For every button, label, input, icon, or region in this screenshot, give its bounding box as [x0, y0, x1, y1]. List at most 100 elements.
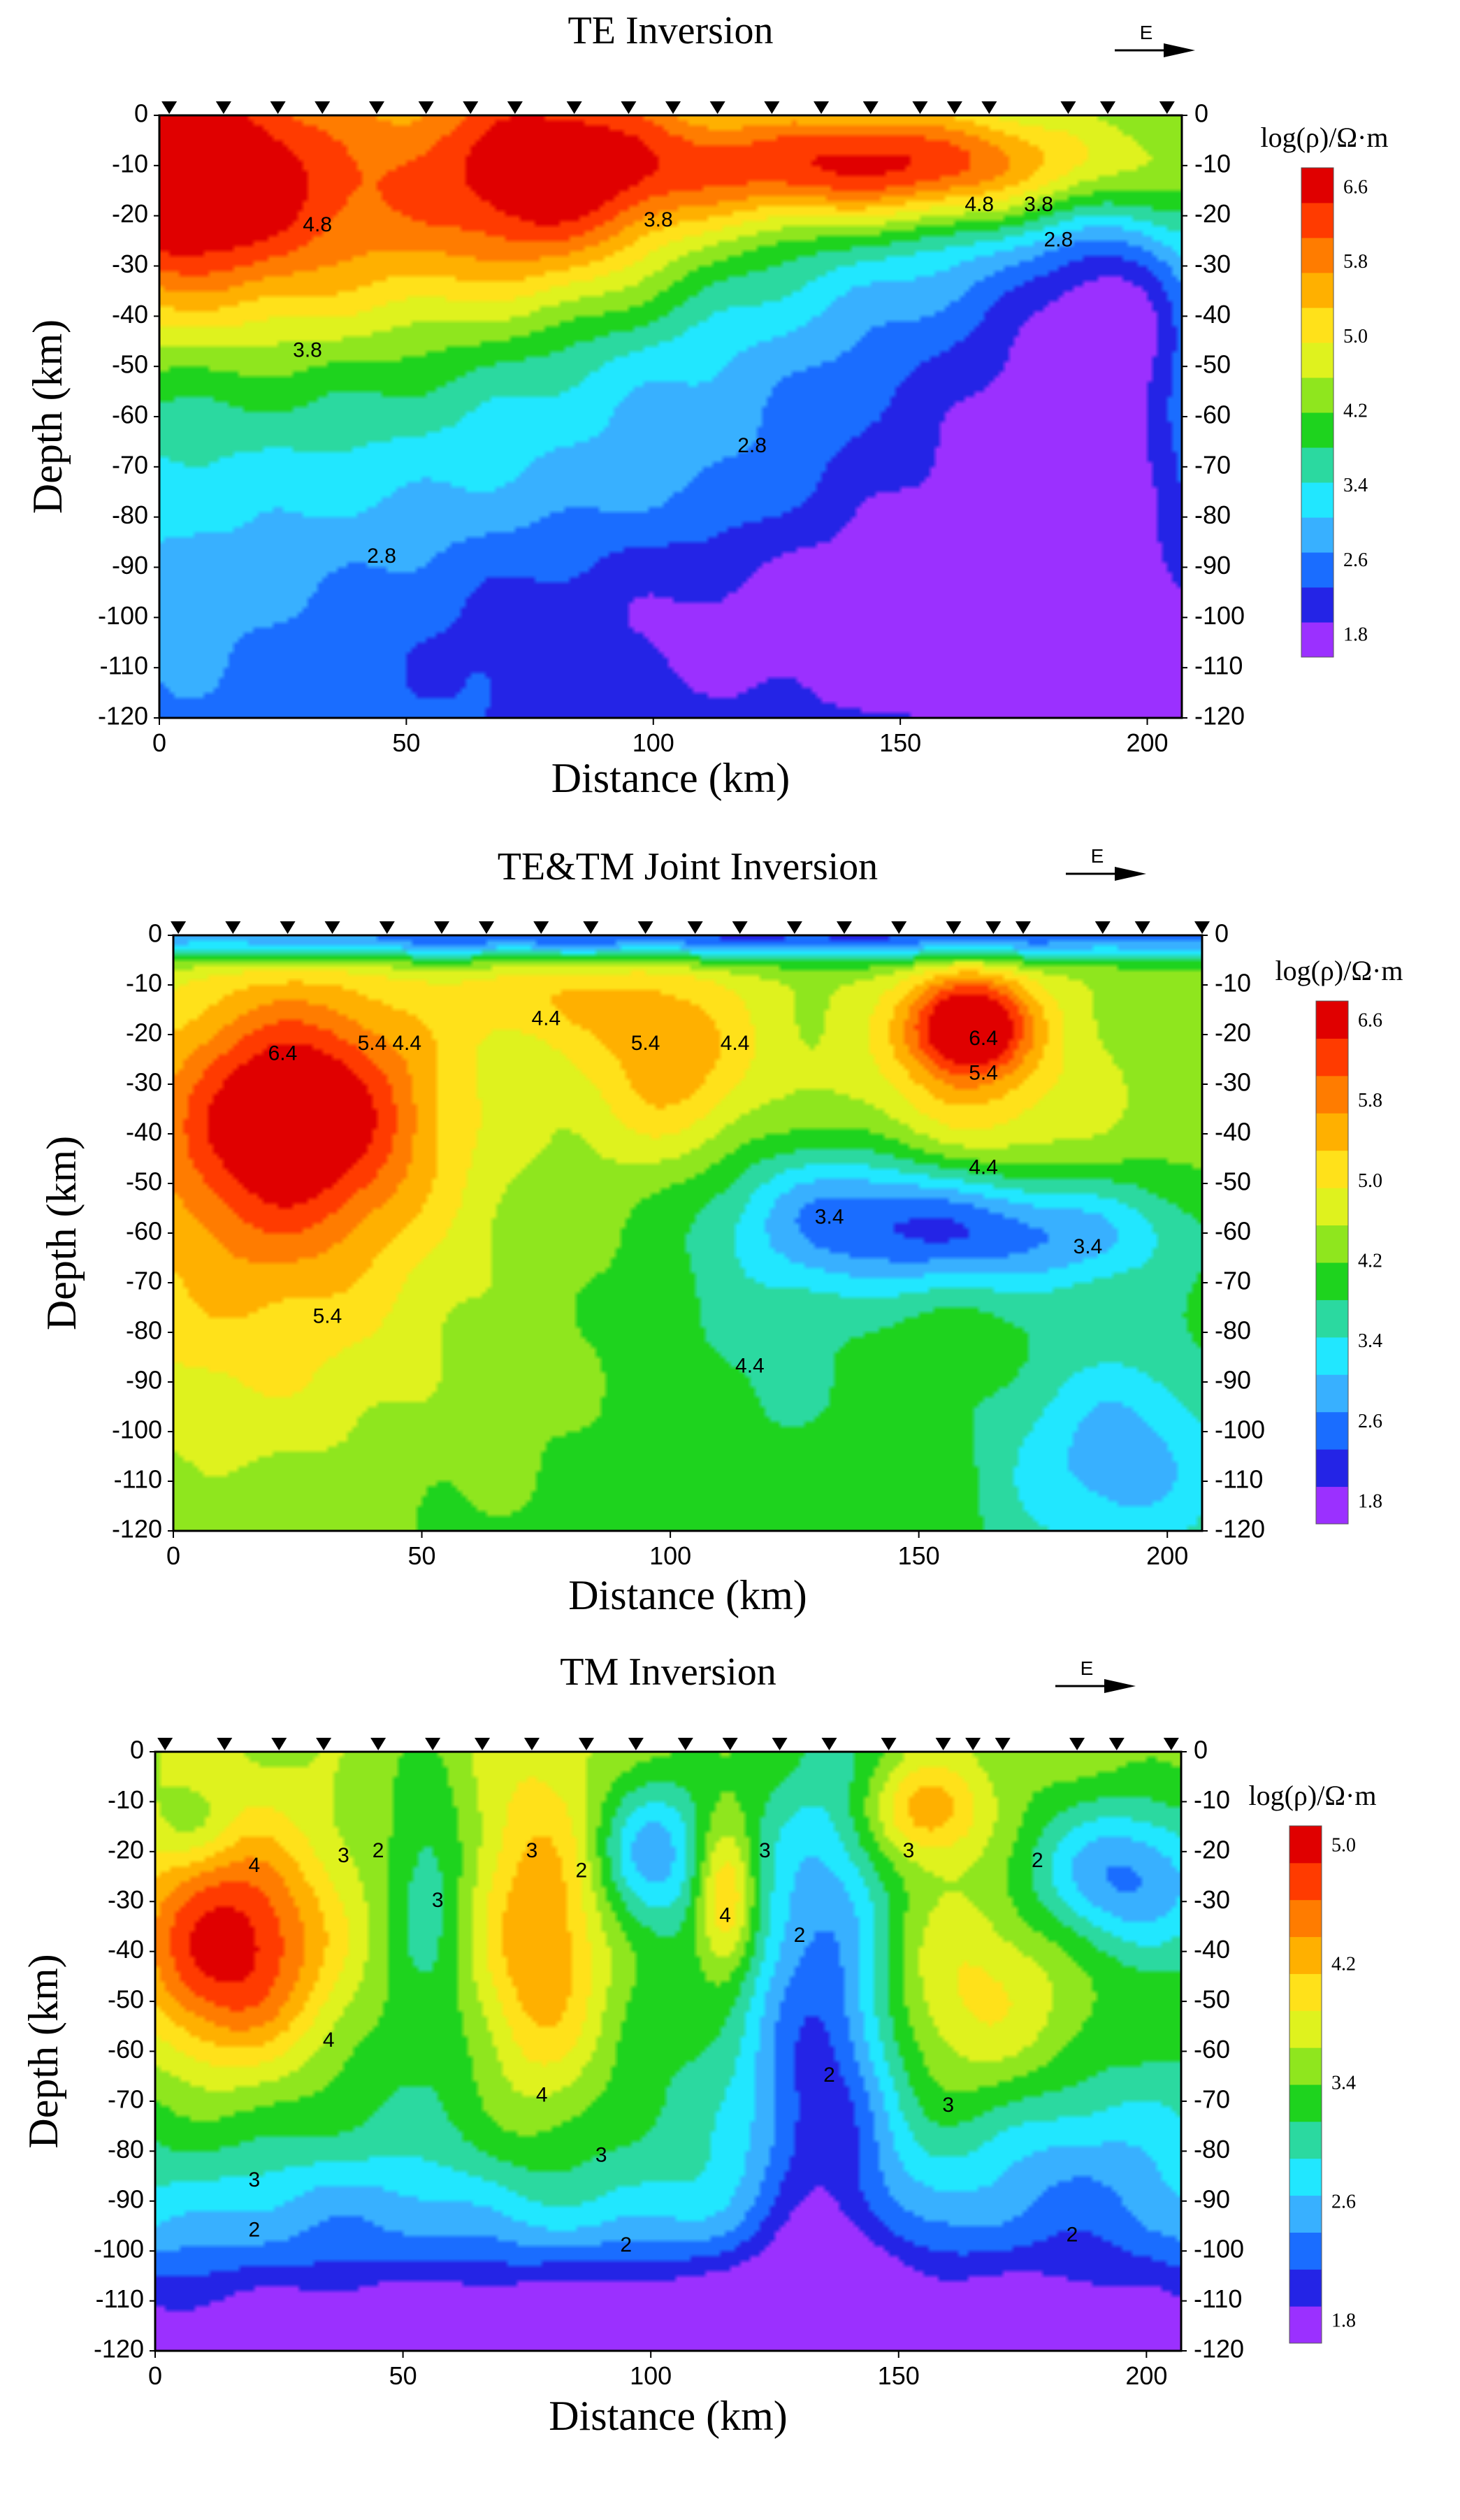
x-tick-label: 200 [1125, 2361, 1167, 2390]
y-tick-label: -60 [112, 401, 148, 429]
station-marker [225, 921, 241, 934]
colorbar-frame [1301, 167, 1334, 658]
colorbar-swatch [1316, 1188, 1348, 1226]
colorbar-swatch [1289, 1862, 1322, 1901]
colorbar-tick-label: 5.0 [1343, 326, 1368, 347]
station-marker [578, 1738, 594, 1750]
contour-label: 2 [1032, 1849, 1043, 1872]
y-tick-label-right: -10 [1194, 1785, 1230, 1814]
y-tick-label: -120 [98, 702, 148, 730]
y-tick-label-right: -30 [1215, 1068, 1251, 1097]
colorbar-swatch [1289, 2047, 1322, 2085]
colorbar: log(ρ)/Ω·m 6.6 5.8 5.0 4.2 3.4 2.6 1.8 [1261, 122, 1389, 658]
colorbar-swatch [1301, 308, 1333, 343]
contour-label: 5.4 [969, 1062, 998, 1085]
station-marker [946, 921, 962, 934]
y-tick-label-right: -90 [1194, 2184, 1230, 2213]
colorbar-swatch [1301, 447, 1333, 483]
station-marker [732, 921, 748, 934]
y-tick-label-right: -90 [1194, 551, 1231, 579]
y-tick-label-right: 0 [1194, 1736, 1208, 1764]
contour-label: 5.4 [631, 1032, 660, 1055]
y-tick-label: -30 [126, 1068, 162, 1097]
contour-label: 2 [248, 2219, 260, 2242]
colorbar: log(ρ)/Ω·m 6.6 5.8 5.0 4.2 3.4 2.6 1.8 [1275, 955, 1403, 1525]
station-marker [891, 921, 907, 934]
station-marker [946, 101, 962, 114]
station-marker [709, 101, 725, 114]
x-tick-label: 150 [878, 2361, 920, 2390]
station-marker [965, 1738, 981, 1750]
colorbar-swatch [1316, 1411, 1348, 1450]
x-tick-label: 100 [630, 2361, 672, 2390]
station-marker [566, 101, 582, 114]
y-tick-label: -30 [112, 250, 148, 278]
y-tick-label: -60 [126, 1217, 162, 1246]
direction-label: E [1080, 1657, 1094, 1679]
x-tick-label: 0 [166, 1541, 180, 1570]
y-tick-label-right: -80 [1194, 501, 1231, 529]
colorbar-tick-label: 4.2 [1343, 400, 1368, 422]
direction-arrow: E [1115, 22, 1195, 57]
station-marker [912, 101, 928, 114]
contour-label: 4 [248, 1854, 260, 1877]
colorbar-swatch [1301, 482, 1333, 518]
contour-label: 2.8 [737, 434, 767, 457]
station-marker [217, 1738, 233, 1750]
colorbar-swatch [1289, 2085, 1322, 2122]
y-tick-label: -110 [100, 651, 148, 680]
y-tick-label-right: -50 [1215, 1167, 1251, 1196]
contour-label: 4 [719, 1904, 731, 1927]
colorbar-swatch [1316, 1075, 1348, 1114]
y-tick-label: -30 [108, 1885, 144, 1914]
y-tick-label: -60 [108, 2035, 144, 2064]
y-tick-label-right: -50 [1194, 1985, 1230, 2014]
colorbar-swatch [1289, 1826, 1322, 1864]
contour-label: 4.4 [392, 1032, 421, 1055]
y-tick-label-right: -120 [1194, 702, 1245, 730]
contour-label: 3.8 [644, 208, 673, 231]
x-tick-label: 200 [1146, 1541, 1188, 1570]
y-tick-label: -80 [126, 1316, 162, 1345]
contour-label: 4.4 [721, 1032, 750, 1055]
contour-label: 4.4 [531, 1007, 561, 1030]
station-marker [171, 921, 187, 934]
colorbar-swatch [1289, 2121, 1322, 2159]
station-marker [1159, 101, 1175, 114]
contour-label: 2 [576, 1859, 588, 1882]
colorbar-swatch [1316, 1001, 1348, 1039]
colorbar-swatch [1316, 1262, 1348, 1300]
station-marker [157, 1738, 173, 1750]
y-tick-label: -10 [112, 149, 148, 178]
colorbar-tick-label: 1.8 [1331, 2310, 1356, 2331]
y-tick-label-right: -80 [1194, 2135, 1230, 2163]
y-tick-label: -110 [96, 2284, 144, 2313]
station-marker [463, 101, 479, 114]
colorbar-tick-label: 4.2 [1358, 1250, 1382, 1272]
colorbar-swatch [1301, 238, 1333, 273]
y-tick-label: -80 [108, 2135, 144, 2163]
y-tick-label-right: -80 [1215, 1316, 1251, 1345]
y-axis-label: Depth (km) [24, 319, 71, 514]
direction-label: E [1091, 845, 1104, 867]
station-marker [368, 101, 384, 114]
y-tick-label: 0 [130, 1736, 144, 1764]
y-tick-label: -70 [126, 1267, 162, 1295]
y-tick-label-right: 0 [1194, 99, 1208, 128]
y-tick-label-right: -40 [1215, 1118, 1251, 1146]
y-tick-label-right: -30 [1194, 1885, 1230, 1914]
station-marker [315, 101, 331, 114]
station-marker [1094, 921, 1111, 934]
colorbar-tick-label: 3.4 [1331, 2072, 1356, 2094]
panel-title: TM Inversion [560, 1650, 776, 1694]
colorbar-swatch [1289, 1936, 1322, 1974]
x-tick-label: 0 [148, 2361, 162, 2390]
contour-label: 2 [794, 1924, 806, 1947]
colorbar-tick-label: 2.6 [1343, 549, 1368, 571]
station-marker [1108, 1738, 1125, 1750]
station-marker [764, 101, 780, 114]
panel-1: TE Inversion E4.8 3.84.8 3.82.83.82.82.80 0-… [24, 9, 1389, 801]
y-tick-label-right: -120 [1215, 1515, 1265, 1543]
station-marker [821, 1738, 837, 1750]
colorbar-swatch [1301, 552, 1333, 588]
